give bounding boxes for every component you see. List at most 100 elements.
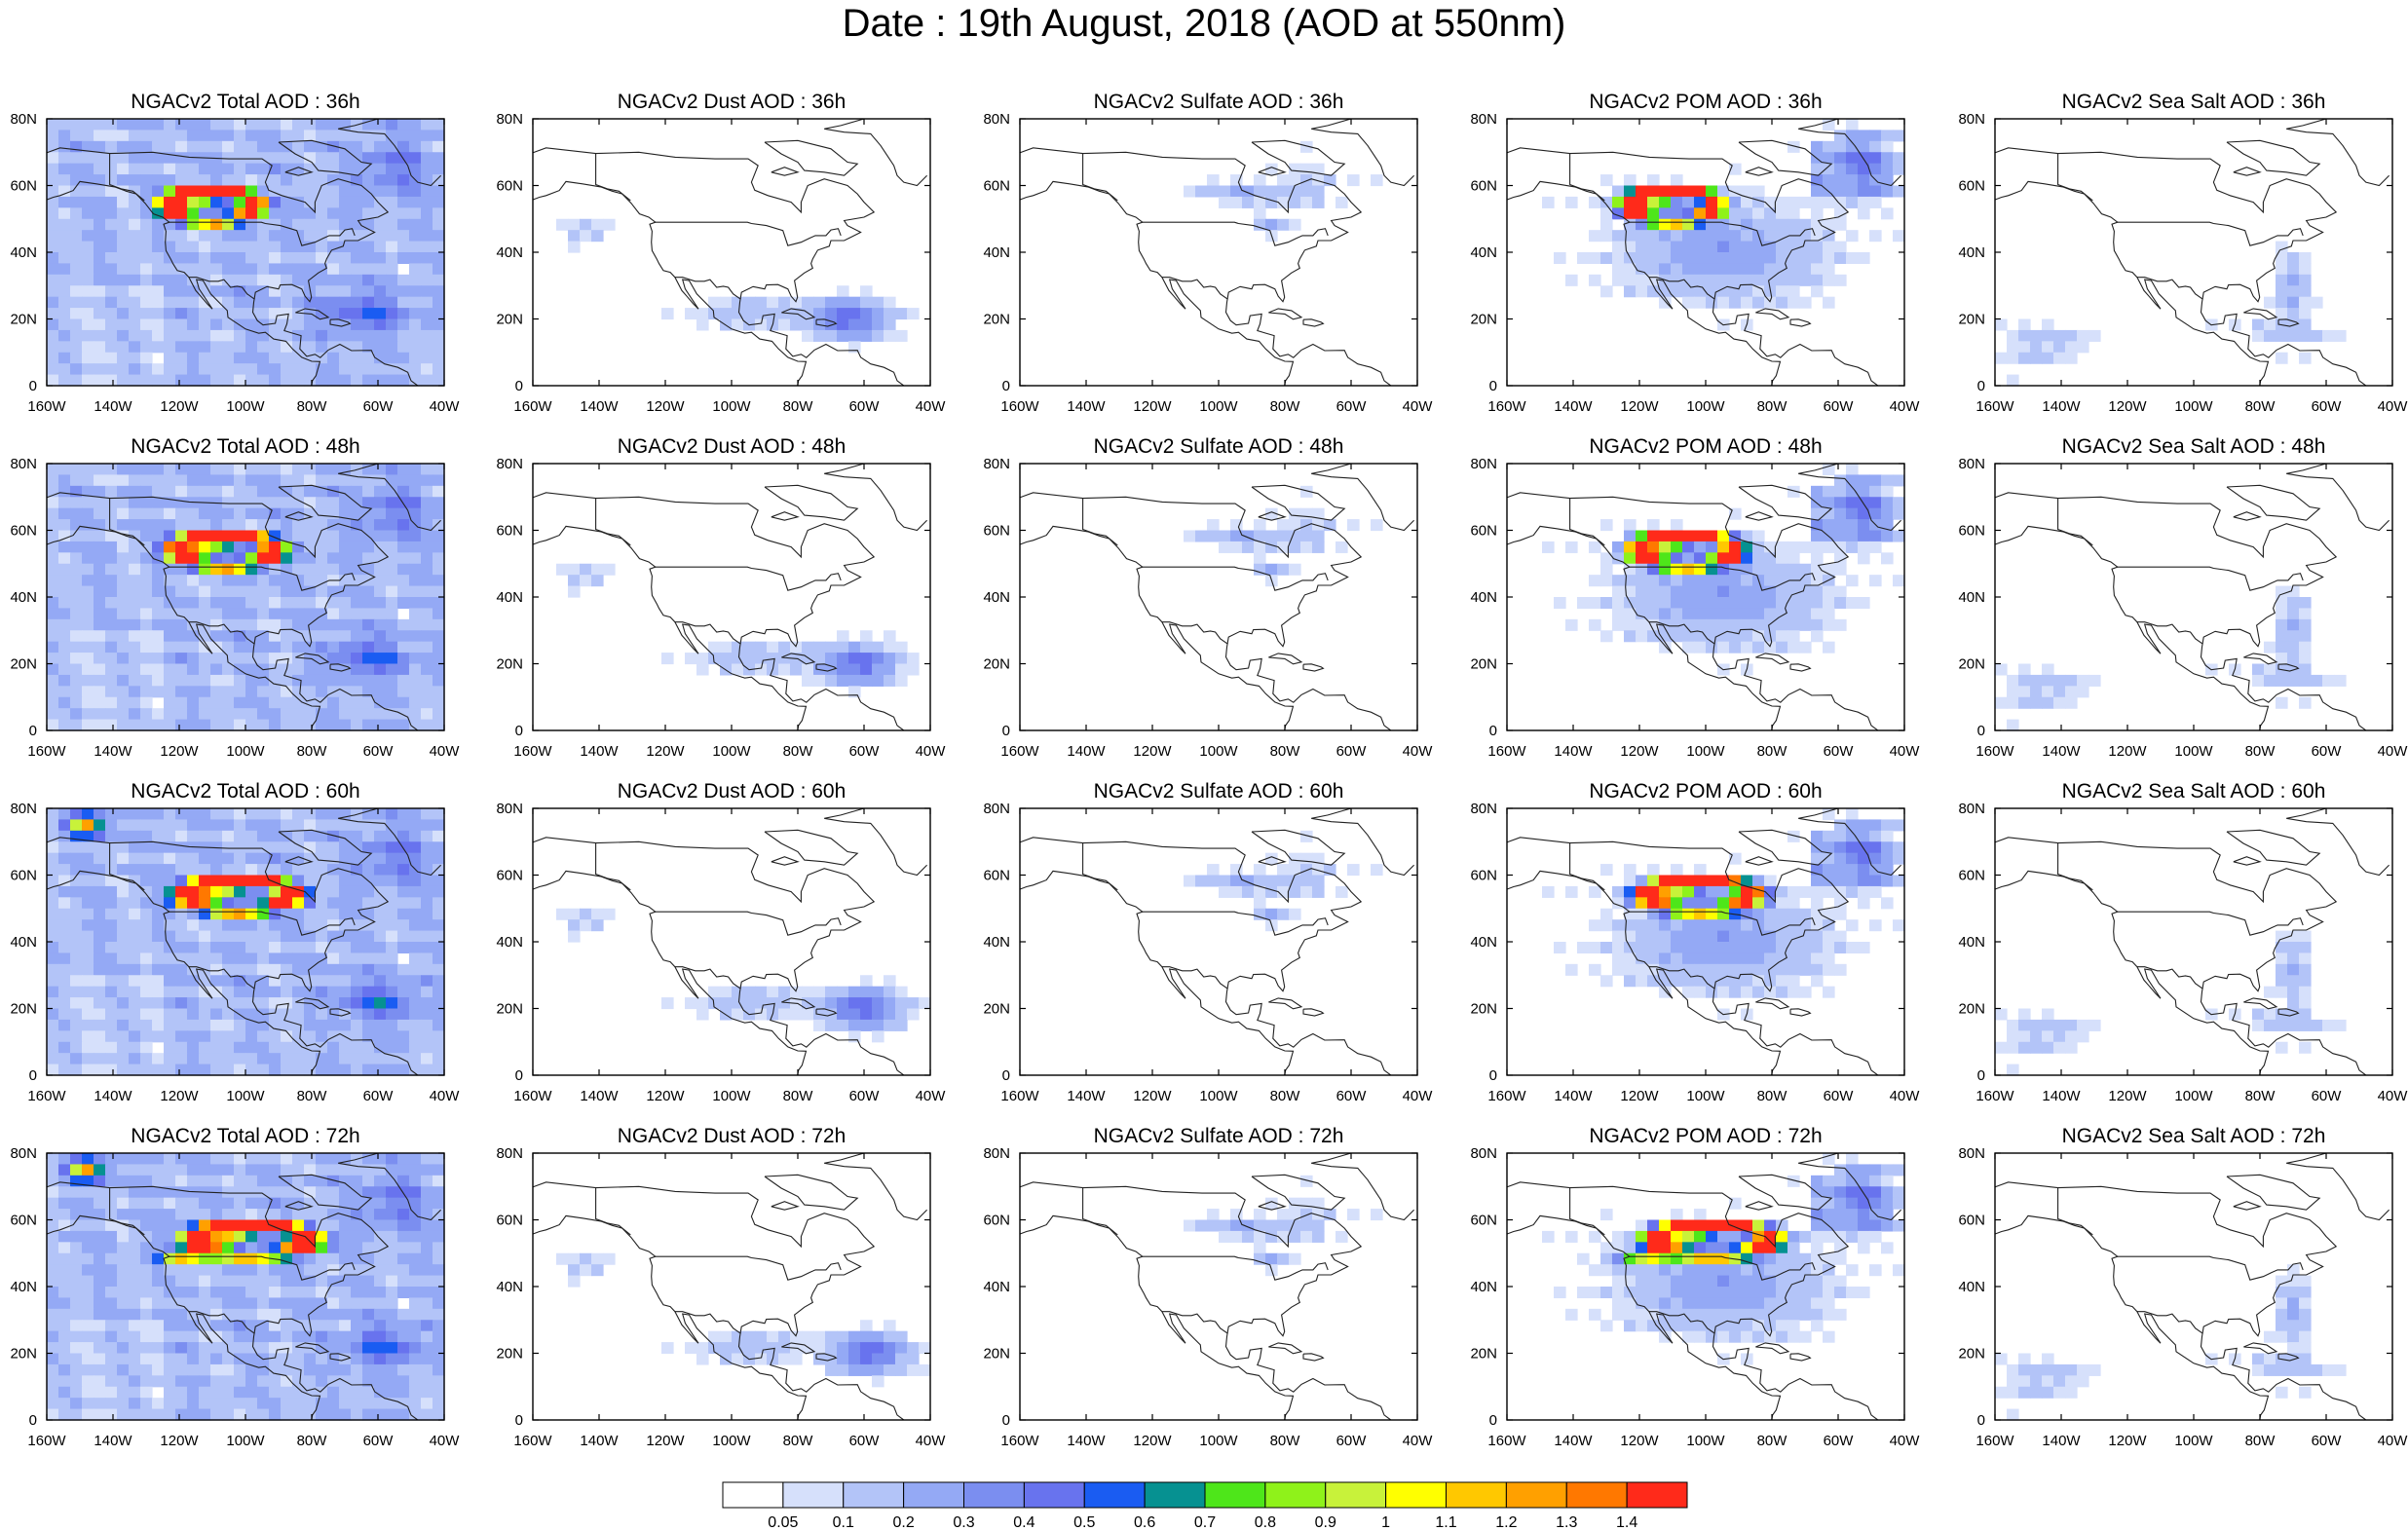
aod-cell <box>281 341 293 354</box>
aod-cell <box>409 296 422 309</box>
aod-cell <box>421 230 433 243</box>
aod-cell <box>105 329 118 342</box>
aod-cell <box>129 207 141 220</box>
aod-cell <box>117 263 130 276</box>
aod-cell <box>374 285 387 298</box>
aod-cell <box>234 241 246 253</box>
aod-cell <box>70 119 83 131</box>
aod-cell <box>409 285 422 298</box>
aod-cell <box>94 274 106 286</box>
aod-cell <box>304 341 317 354</box>
aod-cell <box>433 207 445 220</box>
aod-cell <box>129 230 141 243</box>
aod-cell <box>70 218 83 231</box>
aod-cell <box>117 152 130 165</box>
aod-cell <box>222 263 235 276</box>
aod-cell <box>152 329 165 342</box>
aod-cell <box>94 119 106 131</box>
aod-cell <box>292 318 305 331</box>
aod-cell <box>374 241 387 253</box>
aod-cell <box>245 152 258 165</box>
aod-cell <box>58 152 71 165</box>
aod-cell <box>58 140 71 153</box>
aod-cell <box>187 130 200 142</box>
aod-cell <box>374 308 387 320</box>
aod-cell <box>47 285 59 298</box>
aod-cell <box>257 341 270 354</box>
aod-cell <box>245 185 258 198</box>
aod-cell <box>117 119 130 131</box>
aod-cell <box>339 152 352 165</box>
aod-cell <box>245 119 258 131</box>
aod-cell <box>58 230 71 243</box>
aod-cell <box>234 296 246 309</box>
aod-cell <box>222 285 235 298</box>
aod-cell <box>164 341 176 354</box>
aod-cell <box>140 318 153 331</box>
aod-cell <box>421 329 433 342</box>
aod-cell <box>362 274 375 286</box>
aod-cell <box>70 207 83 220</box>
aod-cell <box>433 185 445 198</box>
aod-cell <box>175 252 188 265</box>
aod-cell <box>292 140 305 153</box>
aod-cell <box>433 329 445 342</box>
aod-cell <box>351 163 363 175</box>
aod-cell <box>47 230 59 243</box>
aod-cell <box>70 196 83 208</box>
aod-cell <box>152 296 165 309</box>
aod-cell <box>70 130 83 142</box>
aod-cell <box>397 241 410 253</box>
aod-cell <box>222 329 235 342</box>
aod-cell <box>409 207 422 220</box>
aod-cell <box>94 341 106 354</box>
aod-cell <box>129 174 141 187</box>
aod-cell <box>269 196 282 208</box>
aod-cell <box>199 230 211 243</box>
aod-cell <box>386 341 398 354</box>
aod-cell <box>175 130 188 142</box>
aod-cell <box>187 341 200 354</box>
aod-cell <box>421 308 433 320</box>
aod-cell <box>374 318 387 331</box>
aod-cell <box>421 274 433 286</box>
aod-cell <box>339 285 352 298</box>
aod-cell <box>433 119 445 131</box>
aod-cell <box>374 274 387 286</box>
aod-cell <box>105 207 118 220</box>
aod-cell <box>386 252 398 265</box>
aod-cell <box>82 185 94 198</box>
aod-cell <box>47 174 59 187</box>
aod-cell <box>257 174 270 187</box>
aod-cell <box>397 274 410 286</box>
aod-cell <box>70 230 83 243</box>
aod-cell <box>351 218 363 231</box>
aod-cell <box>152 140 165 153</box>
aod-cell <box>105 196 118 208</box>
aod-cell <box>152 318 165 331</box>
aod-cell <box>339 207 352 220</box>
aod-cell <box>433 285 445 298</box>
aod-cell <box>199 252 211 265</box>
aod-cell <box>351 329 363 342</box>
aod-cell <box>117 318 130 331</box>
aod-cell <box>281 163 293 175</box>
aod-cell <box>210 296 223 309</box>
aod-cell <box>140 285 153 298</box>
aod-cell <box>386 196 398 208</box>
aod-cell <box>105 185 118 198</box>
aod-cell <box>281 119 293 131</box>
aod-cell <box>187 241 200 253</box>
aod-cell <box>129 218 141 231</box>
aod-cell <box>281 241 293 253</box>
aod-cell <box>281 207 293 220</box>
aod-cell <box>199 207 211 220</box>
aod-cell <box>105 152 118 165</box>
aod-cell <box>269 119 282 131</box>
aod-cell <box>117 329 130 342</box>
aod-cell <box>362 285 375 298</box>
aod-cell <box>152 341 165 354</box>
aod-cell <box>70 318 83 331</box>
aod-cell <box>409 163 422 175</box>
aod-cell <box>374 196 387 208</box>
